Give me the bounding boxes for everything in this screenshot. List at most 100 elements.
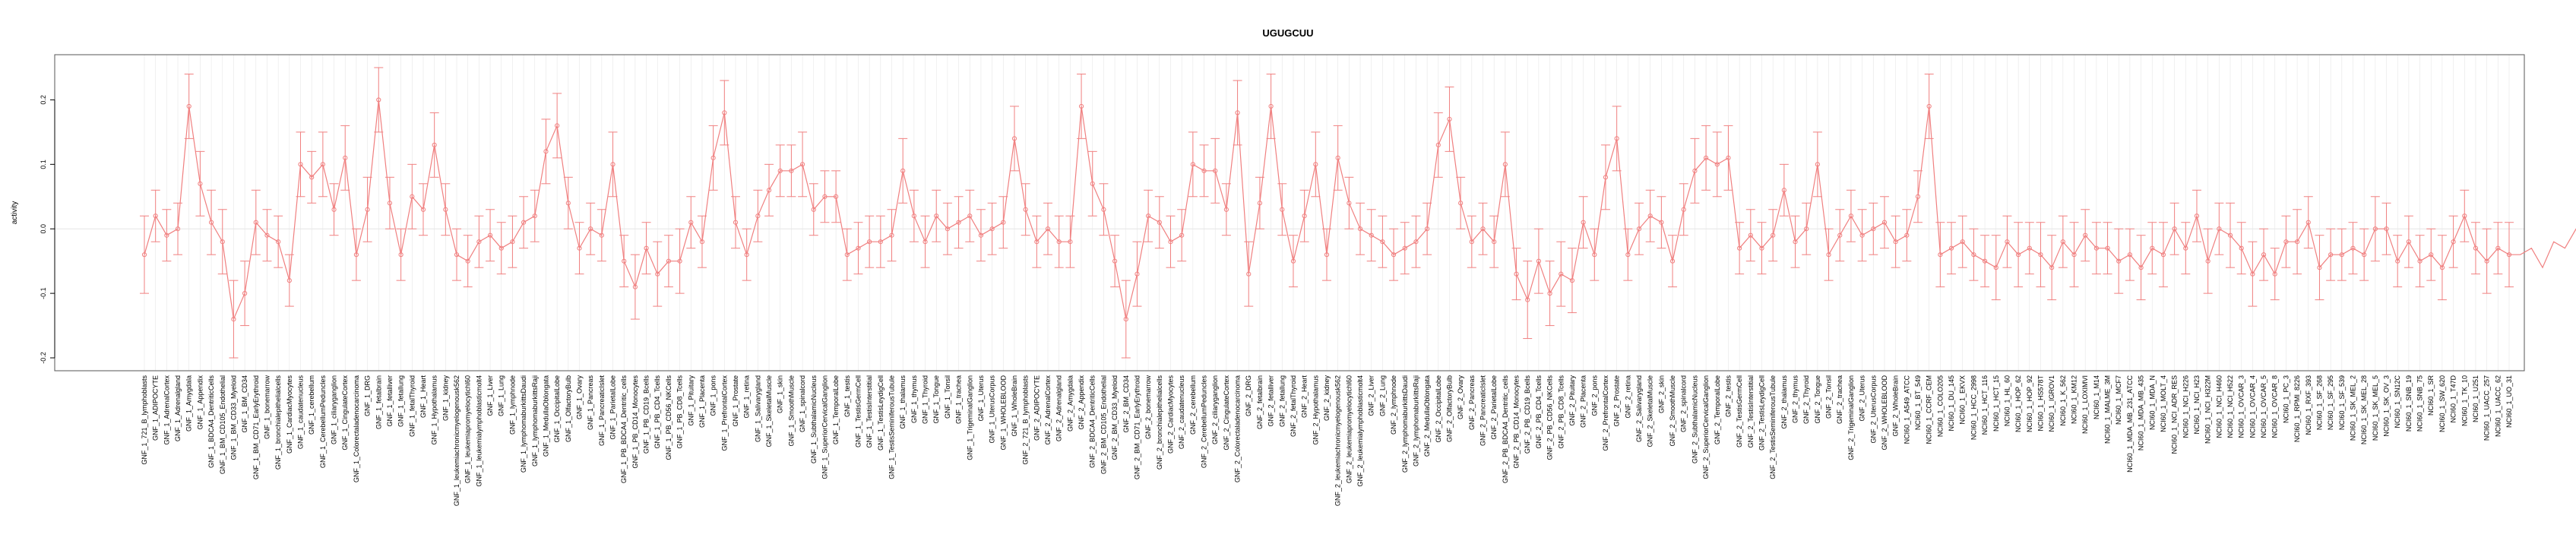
data-point (2350, 245, 2356, 251)
x-tick-label: NCI60_1_SK_MEL_5 (2372, 375, 2379, 441)
x-tick-label: GNF_1_testis (843, 375, 851, 418)
x-tick-label: GNF_1_fetalbrain (375, 375, 382, 429)
data-point (2462, 213, 2467, 219)
data-point (2339, 252, 2344, 258)
data-point (1413, 239, 1419, 245)
x-tick-label: GNF_2_WholeBrain (1892, 375, 1900, 437)
series-line (144, 100, 2576, 321)
x-tick-label: GNF_1_SmoothMuscle (787, 375, 795, 447)
x-tick-label: GNF_2_leukemialymphoblasticmolt4 (1356, 375, 1364, 487)
x-tick-label: GNF_1_TrigeminalGanglion (966, 375, 973, 460)
x-tick-label: GNF_1_ParietalLobe (609, 375, 617, 440)
x-tick-label: GNF_2_Tongue (1814, 375, 1821, 424)
data-point (1302, 213, 1307, 219)
x-tick-label: GNF_2_PB_BDCA4_Dentritic_cells (1502, 375, 1509, 484)
x-tick-label: GNF_2_TestisSeminiferousTubule (1769, 375, 1777, 479)
x-tick-label: GNF_2_Heart (1301, 375, 1309, 419)
data-point (1514, 271, 1519, 277)
data-point (822, 194, 828, 199)
x-tick-label: NCI60_1_HOP_92 (2026, 375, 2033, 432)
data-point (878, 239, 883, 245)
data-point (498, 245, 504, 251)
x-tick-label: NCI60_1_OVCAR_4 (2248, 375, 2256, 438)
x-tick-label: GNF_1_TestisLeydigCell (877, 375, 885, 451)
data-point (1123, 316, 1128, 322)
data-point (1603, 175, 1609, 180)
x-tick-label: GNF_2_Placenta (1580, 375, 1587, 428)
data-point (1213, 168, 1218, 173)
y-tick-label: 0.1 (40, 160, 47, 169)
data-point (922, 239, 928, 245)
data-point (510, 239, 515, 245)
data-point (153, 213, 158, 219)
data-point (487, 232, 493, 238)
x-tick-label: GNF_2_cerebellum (1189, 375, 1197, 435)
series-polyline (144, 100, 2576, 321)
x-tick-label: GNF_1_DRG (364, 375, 372, 416)
data-point (2362, 252, 2367, 258)
x-tick-label: GNF_1_OlfactoryBulb (565, 375, 572, 442)
data-point (420, 207, 426, 212)
x-tick-label: NCI60_1_M14 (2093, 375, 2100, 419)
x-tick-label: GNF_1_CerebellumPeduncles (319, 375, 327, 469)
x-tick-label: GNF_2_ciliaryganglion (1211, 375, 1219, 444)
data-point (2328, 252, 2334, 258)
x-tick-label: NCI60_1_EKVX (1959, 375, 1967, 425)
data-point (1904, 232, 1910, 238)
data-point (911, 213, 916, 219)
data-point (2016, 252, 2021, 258)
x-tick-label: GNF_1_Appendix (196, 375, 204, 430)
x-tick-label: GNF_1_TestisSeminiferousTubule (888, 375, 896, 479)
x-tick-label: GNF_2_leukemiachronicmyelogenousk562 (1334, 375, 1342, 506)
y-axis: -0.2 -0.1 0.0 0.1 0.2 (40, 95, 55, 364)
x-tick-label: NCI60_1_SF_295 (2327, 375, 2334, 430)
data-point (2172, 226, 2177, 232)
data-point (164, 232, 169, 238)
data-point (276, 239, 281, 245)
x-tick-label: GNF_2_lymphomaburkittsDaudi (1401, 375, 1409, 473)
x-tick-label: GNF_1_SkeletalMuscle (765, 375, 773, 447)
data-point (398, 252, 403, 258)
data-point (1636, 226, 1642, 232)
data-point (1290, 258, 1296, 264)
data-point (1647, 213, 1653, 219)
data-point (811, 207, 816, 212)
x-tick-label: NCI60_1_HCT_15 (1992, 375, 2000, 432)
data-point (387, 201, 393, 206)
data-point (655, 271, 660, 277)
x-tick-label: GNF_1_Tonsil (944, 375, 951, 419)
x-tick-label: GNF_2_TrigeminalGanglion (1847, 375, 1855, 460)
data-point (465, 258, 470, 264)
x-tick-label: GNF_2_caudatenucleus (1178, 375, 1185, 450)
x-tick-label: GNF_1_lymphnode (508, 375, 516, 435)
data-point (699, 239, 705, 245)
x-tick-label: GNF_1_Uterus (977, 375, 985, 422)
data-point (2451, 239, 2456, 245)
x-tick-label: GNF_1_ciliaryganglion (331, 375, 338, 444)
x-tick-label: GNF_2_fetalliver (1267, 375, 1275, 427)
data-point (2439, 265, 2445, 270)
x-tick-label: GNF_2_Thyroid (1802, 375, 1810, 424)
x-tick-label: GNF_2_leukemiapromyelocytichl60 (1345, 375, 1353, 483)
data-point (1726, 155, 1731, 160)
x-tick-label: NCI60_1_UACC_257 (2483, 375, 2491, 441)
data-point (208, 220, 214, 225)
data-point (220, 239, 225, 245)
x-tick-label: GNF_2_TestisInterstitial (1747, 375, 1755, 448)
x-tick-label: GNF_2_PB_CD56_NKCells (1546, 375, 1554, 460)
x-tick-label: GNF_1_Colorectaladenocarcinoma (353, 375, 360, 482)
x-tick-label: GNF_1_PB_CD14_Monocytes (631, 375, 639, 469)
data-point (1246, 271, 1252, 277)
x-tick-label: GNF_2_BDCA4_DentriticCells (1089, 375, 1097, 469)
x-tick-label: GNF_2_thymus (1792, 375, 1799, 424)
x-tick-label: GNF_1_Adrenalgland (174, 375, 182, 441)
x-tick-label: GNF_1_Lung (498, 375, 505, 416)
x-tick-label: GNF_2_Amygdala (1066, 375, 1074, 432)
data-point (900, 168, 906, 173)
data-point (755, 213, 761, 219)
data-point (1737, 245, 1742, 251)
x-tick-label: GNF_2_SkeletalMuscle (1647, 375, 1654, 447)
data-point (2138, 265, 2144, 270)
x-tick-label: GNF_1_TestisGermCell (854, 375, 862, 447)
